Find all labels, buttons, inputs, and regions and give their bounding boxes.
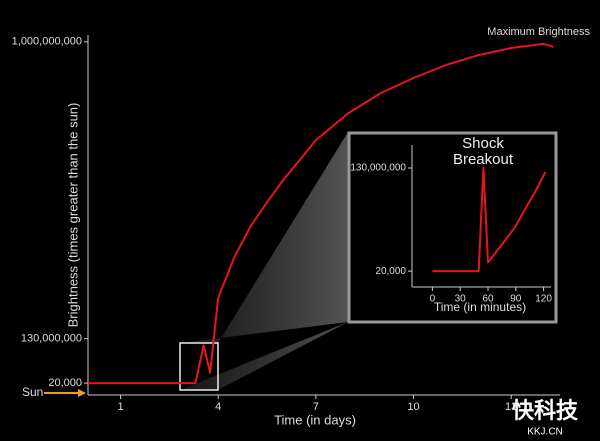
x-tick-label: 120 [535, 294, 552, 305]
x-tick-label: 0 [430, 294, 436, 305]
zoom-shade [180, 322, 348, 390]
watermark: KKJ.CN [527, 427, 563, 438]
x-tick-label: 60 [482, 294, 494, 305]
x-axis-label: Time (in minutes) [434, 300, 526, 314]
sun-arrow-head [78, 389, 86, 397]
y-tick-label: 20,000 [48, 377, 82, 389]
annotation: Shock Breakout [452, 135, 514, 168]
inset-frame [347, 131, 558, 324]
zoom-box [179, 342, 219, 391]
annotation: Maximum Brightness [487, 26, 590, 38]
y-tick-label: 130,000,000 [350, 163, 406, 174]
data-line [432, 167, 547, 273]
y-tick-label: 130,000,000 [21, 333, 82, 345]
watermark: 快科技 [512, 398, 579, 423]
x-tick-label: 13 [505, 401, 517, 413]
x-tick-label: 30 [455, 294, 467, 305]
x-tick-label: 1 [117, 401, 123, 413]
x-axis-label: Time (in days) [274, 412, 356, 427]
y-axis-label: Brightness (times greater than the sun) [65, 103, 80, 328]
annotation: Sun [22, 385, 43, 399]
x-tick-label: 90 [510, 294, 522, 305]
y-tick-label: 1,000,000,000 [12, 36, 82, 48]
zoom-shade [180, 132, 348, 343]
y-tick-label: 20,000 [375, 266, 406, 277]
x-tick-label: 4 [215, 401, 221, 413]
x-tick-label: 10 [407, 401, 419, 413]
data-line [88, 42, 554, 385]
x-tick-label: 7 [313, 401, 319, 413]
